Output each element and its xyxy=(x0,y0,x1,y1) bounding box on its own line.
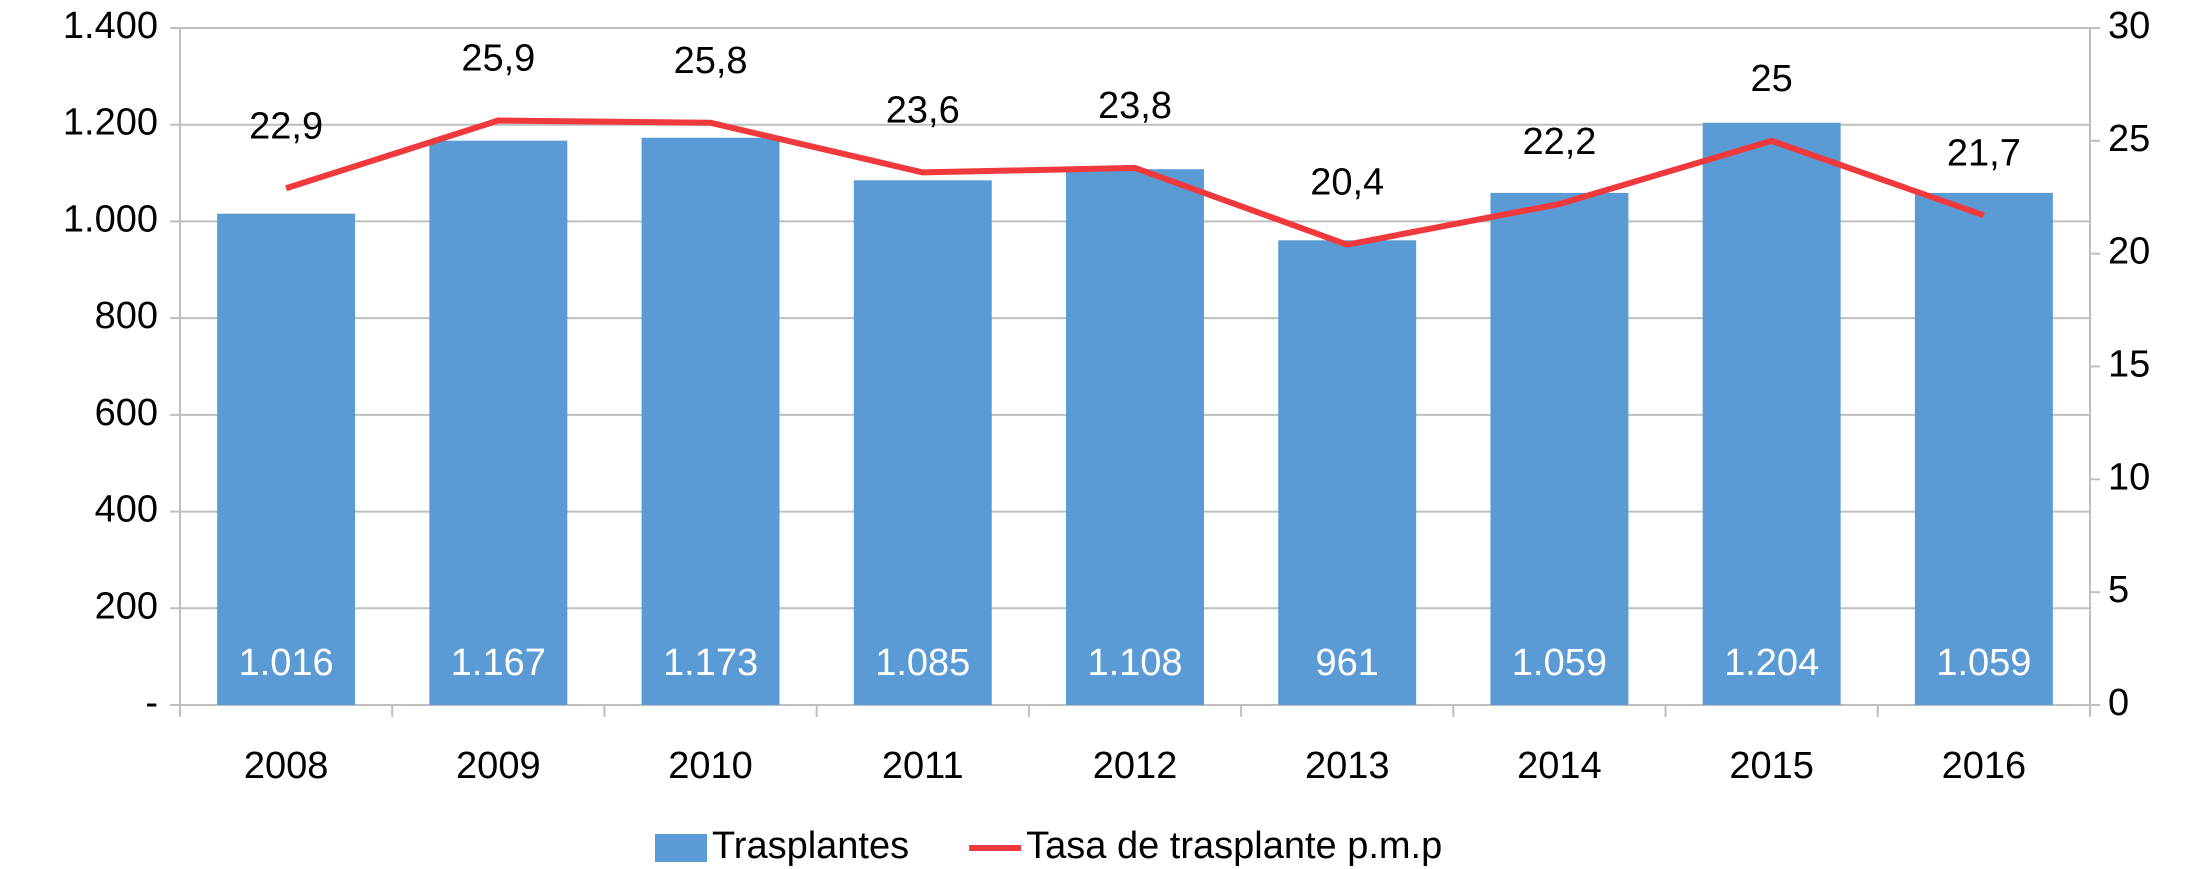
line-value-label: 23,8 xyxy=(1098,85,1172,127)
y2-tick-label: 15 xyxy=(2108,344,2150,386)
y2-tick-label: 0 xyxy=(2108,682,2129,724)
x-tick-label: 2011 xyxy=(882,745,964,787)
bar-value-label: 1.059 xyxy=(1936,642,2031,684)
y-tick-label: 400 xyxy=(95,489,158,531)
y2-tick-label: 20 xyxy=(2108,231,2150,273)
y-tick-label: 600 xyxy=(95,392,158,434)
bar-value-label: 1.108 xyxy=(1087,642,1182,684)
line-value-label: 25,9 xyxy=(461,38,535,80)
x-tick-label: 2012 xyxy=(1093,745,1178,787)
bar-value-label: 1.016 xyxy=(239,642,334,684)
line-value-label: 23,6 xyxy=(886,89,960,131)
x-tick-label: 2013 xyxy=(1305,745,1390,787)
y-tick-label: 200 xyxy=(95,585,158,627)
legend-label: Tasa de trasplante p.m.p xyxy=(1026,825,1442,867)
y2-tick-label: 25 xyxy=(2108,118,2150,160)
y2-tick-label: 10 xyxy=(2108,456,2150,498)
legend-label: Trasplantes xyxy=(712,825,909,867)
bar xyxy=(217,213,356,706)
line-value-label: 25 xyxy=(1751,58,1793,100)
line-value-label: 20,4 xyxy=(1310,162,1384,204)
line-value-label: 22,9 xyxy=(249,105,323,147)
y-tick-label: 800 xyxy=(95,295,158,337)
y-tick-label: 1.000 xyxy=(63,198,158,240)
bar xyxy=(1914,192,2053,706)
bar xyxy=(1490,192,1629,706)
line-value-label: 22,2 xyxy=(1522,121,1596,163)
y-tick-label: - xyxy=(145,682,158,724)
y-tick-label: 1.400 xyxy=(63,5,158,47)
x-tick-label: 2009 xyxy=(456,745,541,787)
x-tick-label: 2016 xyxy=(1942,745,2027,787)
bar-value-label: 961 xyxy=(1316,642,1379,684)
legend-swatch xyxy=(655,834,707,862)
bar-value-label: 1.085 xyxy=(875,642,970,684)
bar xyxy=(641,137,780,705)
y2-tick-label: 30 xyxy=(2108,5,2150,47)
bar xyxy=(1278,240,1417,706)
bar xyxy=(853,180,992,705)
bar-value-label: 1.173 xyxy=(663,642,758,684)
bar xyxy=(429,140,568,706)
x-tick-label: 2010 xyxy=(668,745,753,787)
bar-value-label: 1.167 xyxy=(451,642,546,684)
line-value-label: 25,8 xyxy=(674,40,748,82)
x-tick-label: 2008 xyxy=(244,745,329,787)
bar xyxy=(1702,122,1841,705)
y2-tick-label: 5 xyxy=(2108,569,2129,611)
line xyxy=(285,117,1985,248)
bar xyxy=(1066,169,1204,705)
y-tick-label: 1.200 xyxy=(63,102,158,144)
bar-value-label: 1.059 xyxy=(1512,642,1607,684)
x-tick-label: 2014 xyxy=(1517,745,1602,787)
x-tick-label: 2015 xyxy=(1729,745,1814,787)
line-value-label: 21,7 xyxy=(1947,132,2021,174)
bar-value-label: 1.204 xyxy=(1724,642,1819,684)
